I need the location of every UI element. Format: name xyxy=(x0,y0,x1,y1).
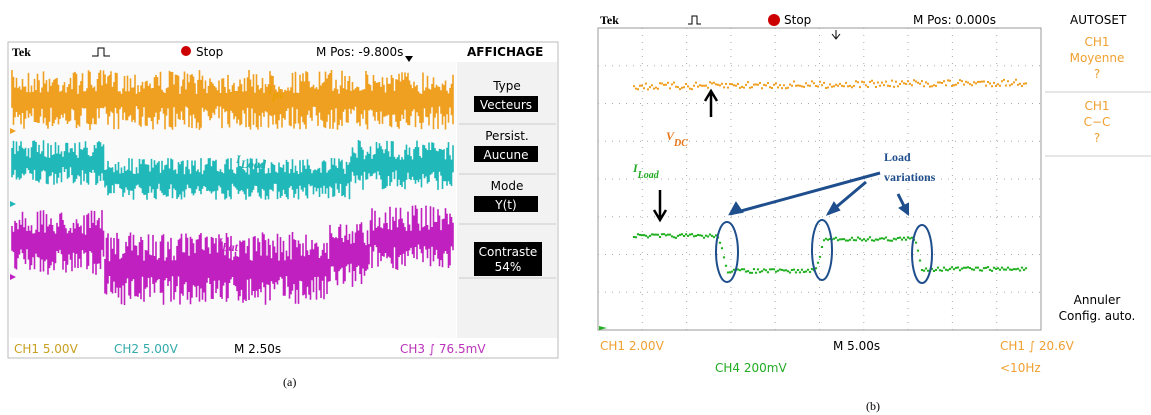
menu-text: CH1 xyxy=(1084,99,1109,113)
menu-text: ? xyxy=(1094,131,1100,145)
menu-title: AFFICHAGE xyxy=(467,45,543,59)
trigger-marker xyxy=(831,30,841,40)
channel-marker xyxy=(10,201,16,207)
brand: Tek xyxy=(12,45,31,59)
menu-text: Config. auto. xyxy=(1059,309,1136,323)
channel-marker xyxy=(10,274,16,280)
menu-title: AUTOSET xyxy=(1070,13,1127,27)
menu-value: Vecteurs xyxy=(480,98,532,112)
arrow xyxy=(652,190,668,223)
state: Stop xyxy=(784,13,811,27)
stop-dot xyxy=(768,14,780,26)
position: M Pos: -9.800s xyxy=(316,45,403,59)
menu-value: 54% xyxy=(495,260,522,274)
annotation-load: Load xyxy=(884,150,911,164)
footer-trigger: CH1 ∫ 20.6V xyxy=(1000,339,1075,353)
annotation-iload: ILoad xyxy=(632,161,660,181)
channel-marker xyxy=(10,128,16,134)
position: M Pos: 0.000s xyxy=(913,13,996,27)
footer-ch1: CH1 2.00V xyxy=(600,339,665,353)
menu-text: ? xyxy=(1094,67,1100,81)
menu-value-box xyxy=(474,242,542,276)
menu-title: Contraste xyxy=(479,245,538,259)
trigger-icon xyxy=(92,47,110,57)
menu-text: Annuler xyxy=(1074,293,1121,307)
menu-title: Mode xyxy=(491,179,524,193)
waveform xyxy=(11,70,454,130)
menu-value-box xyxy=(474,96,538,112)
channel-marker xyxy=(599,326,607,330)
trace-label: Ipv xyxy=(267,83,285,102)
footer-ch2: CH2 5.00V xyxy=(114,342,179,356)
stop-dot xyxy=(181,46,191,56)
menu-text: C−C xyxy=(1084,115,1111,129)
menu-value-box xyxy=(474,146,538,162)
footer-ch3: CH3 ∫ 76.5mV xyxy=(400,342,486,356)
trigger-marker xyxy=(405,56,413,62)
arrow xyxy=(703,88,719,117)
trigger-icon xyxy=(688,15,701,25)
side-menu xyxy=(1043,28,1151,330)
menu-value: Aucune xyxy=(483,148,528,162)
panel-label: (a) xyxy=(283,375,296,389)
footer-time: M 5.00s xyxy=(833,339,880,353)
trace-label: Ibat xyxy=(217,235,239,254)
trace-label: ILoad xyxy=(235,152,267,171)
panel-label: (b) xyxy=(866,399,880,413)
menu-a: Type Vecteurs Persist. Aucune Mode Y(t) Contra… xyxy=(459,79,556,279)
annotation-vdc: VDC xyxy=(666,129,688,149)
menu-text: CH1 xyxy=(1084,35,1109,49)
highlights xyxy=(715,171,933,284)
panel-b: Tek Stop M Pos: 0.000s AUTOSET CH1 Moyen… xyxy=(597,8,1151,413)
menu-value-box xyxy=(474,196,538,212)
menu-text: Moyenne xyxy=(1070,51,1125,65)
menu-title: Type xyxy=(492,79,521,93)
annotation-load: variations xyxy=(884,170,936,184)
waveform xyxy=(11,205,454,305)
waveform xyxy=(632,233,1028,274)
panel-a: Tek Stop M Pos: -9.800s AFFICHAGE CH1 5.… xyxy=(7,41,559,389)
traces xyxy=(10,70,454,305)
menu-value: Y(t) xyxy=(494,198,516,212)
footer-freq: <10Hz xyxy=(1000,361,1041,375)
state: Stop xyxy=(196,45,223,59)
footer-ch1: CH1 5.00V xyxy=(14,342,79,356)
traces xyxy=(599,78,1028,330)
footer-time: M 2.50s xyxy=(234,342,281,356)
plot-area xyxy=(597,27,1042,331)
brand: Tek xyxy=(600,13,619,27)
menu-title: Persist. xyxy=(485,129,528,143)
waveform xyxy=(633,78,1027,91)
footer-ch4: CH4 200mV xyxy=(715,361,787,375)
waveform xyxy=(11,140,454,200)
